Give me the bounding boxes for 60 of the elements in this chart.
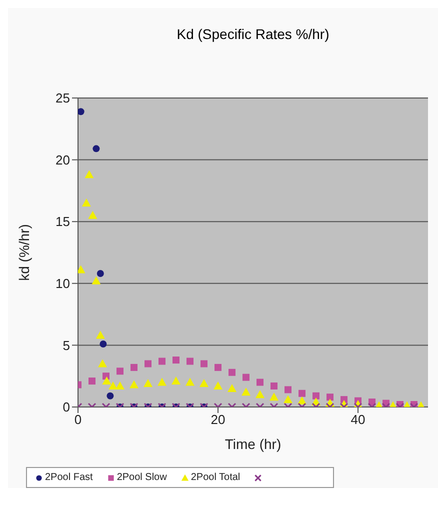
point (228, 384, 236, 392)
point (284, 386, 292, 394)
point (270, 392, 278, 401)
point (116, 368, 124, 375)
point (312, 392, 320, 400)
point (326, 394, 334, 401)
point (186, 358, 194, 365)
y-tick-label: 10 (56, 276, 70, 292)
y-tick-label: 25 (56, 90, 70, 106)
point (172, 376, 180, 385)
point (340, 396, 348, 404)
point (242, 388, 250, 396)
point (298, 390, 306, 397)
point (200, 360, 208, 368)
point (92, 145, 100, 152)
point (172, 356, 180, 364)
y-tick-label: 15 (56, 214, 70, 230)
point (158, 378, 166, 386)
y-tick-label: 20 (56, 152, 70, 168)
point (214, 364, 222, 371)
legend-label: 2Pool Slow (116, 472, 167, 483)
point (98, 359, 107, 368)
x-axis-title: Time (hr) (224, 436, 282, 452)
point (256, 390, 264, 398)
point (96, 330, 105, 339)
point (88, 378, 96, 385)
point (92, 276, 101, 284)
point (144, 360, 152, 368)
point (228, 368, 236, 376)
point (100, 340, 107, 348)
legend-label: 2Pool Total (190, 472, 240, 483)
point (144, 379, 152, 388)
point (270, 382, 278, 390)
point (284, 395, 292, 404)
point (96, 270, 104, 278)
point (242, 374, 250, 381)
point (214, 381, 222, 390)
point (256, 378, 264, 386)
y-tick-label: 5 (62, 338, 70, 353)
point (78, 265, 86, 274)
point (200, 379, 208, 388)
x-tick-label: 40 (350, 412, 366, 428)
y-axis-title: kd (%/hr) (16, 224, 32, 281)
point (108, 381, 118, 390)
point (78, 108, 84, 116)
point (84, 170, 94, 178)
point (88, 210, 98, 219)
point (106, 392, 114, 400)
point (130, 380, 138, 388)
x-tick-label: 0 (74, 412, 82, 428)
y-tick-label: 0 (62, 400, 70, 415)
x-tick-label: 20 (210, 412, 226, 428)
point (158, 358, 166, 365)
point (102, 376, 112, 385)
point (130, 364, 138, 371)
chart-title: Kd (Specific Rates %/hr) (176, 25, 330, 44)
point (82, 198, 91, 207)
legend-label: 2Pool Fast (45, 472, 93, 483)
point (186, 378, 194, 386)
point (116, 381, 124, 390)
